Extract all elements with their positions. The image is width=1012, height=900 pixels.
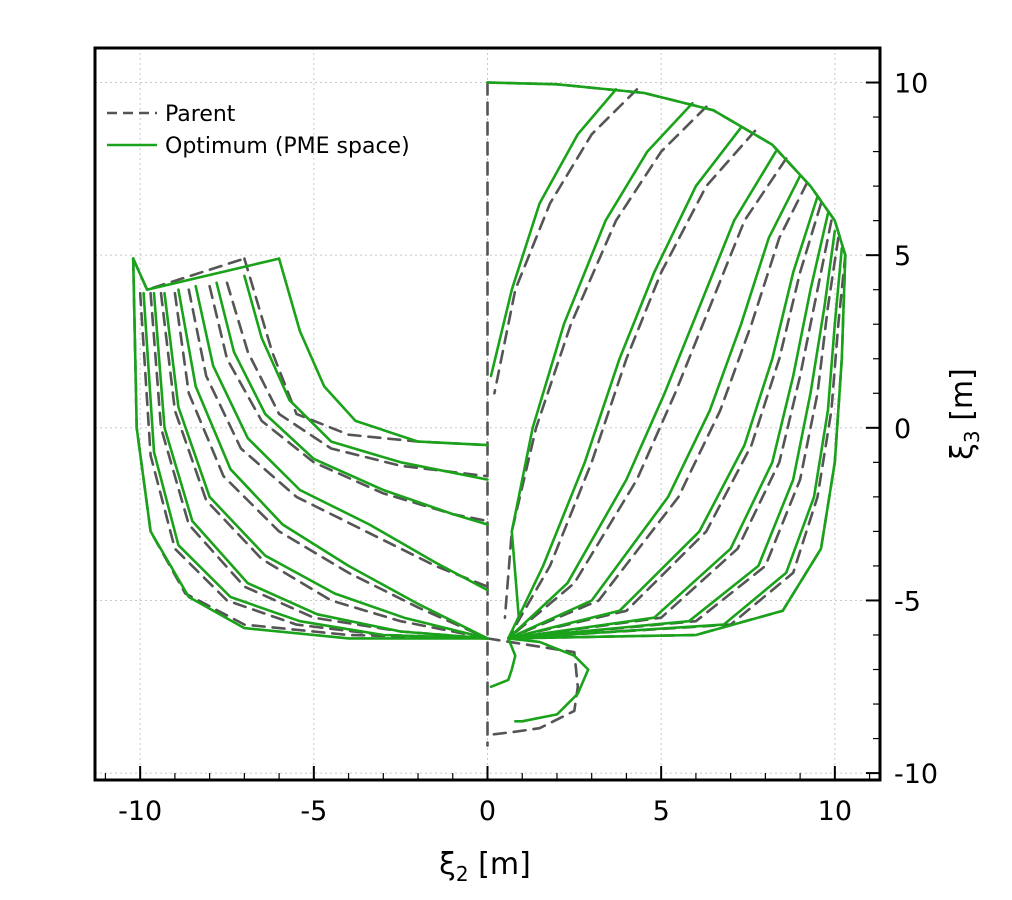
section-curve-1-0	[277, 257, 489, 447]
section-curve-0-20	[506, 253, 847, 640]
x-axis-ticks: -10 -5 0 5 10	[118, 766, 852, 827]
x-tick-label-0: -10	[118, 796, 162, 827]
y-axis-label-main: ξ	[945, 443, 980, 460]
section-curve-0-7	[149, 291, 489, 640]
section-curve-0-4	[187, 288, 489, 588]
legend-entry-optimum: Optimum (PME space)	[107, 134, 410, 159]
y-tick-label-1: 5	[894, 241, 911, 272]
section-curve-0-3	[208, 284, 489, 523]
section-curve-1-4	[194, 284, 489, 592]
section-curve-1-5	[177, 288, 489, 640]
section-curve-1-18	[506, 229, 837, 640]
section-curve-0-17	[506, 202, 823, 640]
section-curve-1-19	[506, 247, 844, 640]
section-curve-0-14	[506, 129, 757, 640]
section-curve-1-15	[506, 174, 802, 640]
section-curve-1-11	[489, 88, 618, 378]
x-tick-label-2: 0	[479, 796, 496, 827]
section-curve-1-10	[486, 81, 847, 257]
y-axis-ticks: 10 5 0 -5 -10	[866, 69, 938, 790]
section-curve-1-8	[142, 291, 489, 640]
legend-entry-parent: Parent	[107, 102, 236, 127]
section-curve-0-19	[506, 236, 840, 640]
section-curve-0-6	[159, 291, 489, 640]
x-tick-label-3: 5	[653, 796, 670, 827]
y-tick-label-0: 10	[894, 69, 928, 100]
section-curve-0-18	[506, 219, 833, 640]
section-curve-1-13	[506, 126, 743, 640]
legend-label-parent: Parent	[165, 102, 236, 127]
section-curve-0-11	[486, 81, 847, 257]
section-curve-0-12	[493, 88, 639, 395]
x-axis-label-main: ξ	[439, 847, 456, 882]
section-curve-0-5	[173, 291, 489, 640]
series-parent	[131, 81, 847, 747]
section-curve-1-22	[489, 637, 517, 689]
section-curve-1-20	[506, 253, 847, 640]
y-tick-label-2: 0	[894, 414, 911, 445]
section-curve-1-1	[131, 257, 281, 292]
section-curve-1-2	[243, 274, 489, 481]
section-curve-0-13	[503, 105, 708, 620]
section-curve-1-6	[163, 291, 489, 640]
section-curve-1-7	[152, 291, 489, 640]
section-curve-1-14	[506, 150, 778, 640]
series-optimum	[131, 81, 847, 723]
section-curve-1-16	[506, 195, 819, 640]
x-axis-label-unit: [m]	[469, 847, 531, 882]
section-curve-0-22	[486, 637, 580, 737]
section-curve-0-16	[506, 181, 809, 640]
section-curve-0-15	[506, 157, 788, 640]
x-tick-label-1: -5	[300, 796, 327, 827]
section-curve-1-3	[215, 281, 489, 526]
y-axis-label-unit: [m]	[945, 368, 980, 430]
section-curve-1-9	[131, 257, 489, 640]
legend: Parent Optimum (PME space)	[107, 102, 410, 159]
section-curve-0-0	[243, 257, 489, 447]
section-curve-1-21	[506, 637, 590, 723]
legend-label-optimum: Optimum (PME space)	[165, 134, 410, 159]
section-curve-1-12	[510, 101, 694, 620]
y-tick-label-4: -10	[894, 759, 938, 790]
x-axis-label-sub: 2	[456, 862, 469, 886]
y-axis-label: ξ3 [m]	[945, 368, 984, 460]
section-curve-1-17	[506, 212, 830, 640]
section-curve-0-21	[506, 253, 847, 640]
x-axis-label: ξ2 [m]	[439, 847, 531, 886]
series-layer	[131, 81, 847, 747]
section-curve-0-8	[138, 291, 489, 640]
y-axis-label-sub: 3	[960, 430, 984, 443]
x-tick-label-4: 10	[818, 796, 852, 827]
y-tick-label-3: -5	[894, 586, 921, 617]
section-curve-0-2	[225, 281, 489, 478]
